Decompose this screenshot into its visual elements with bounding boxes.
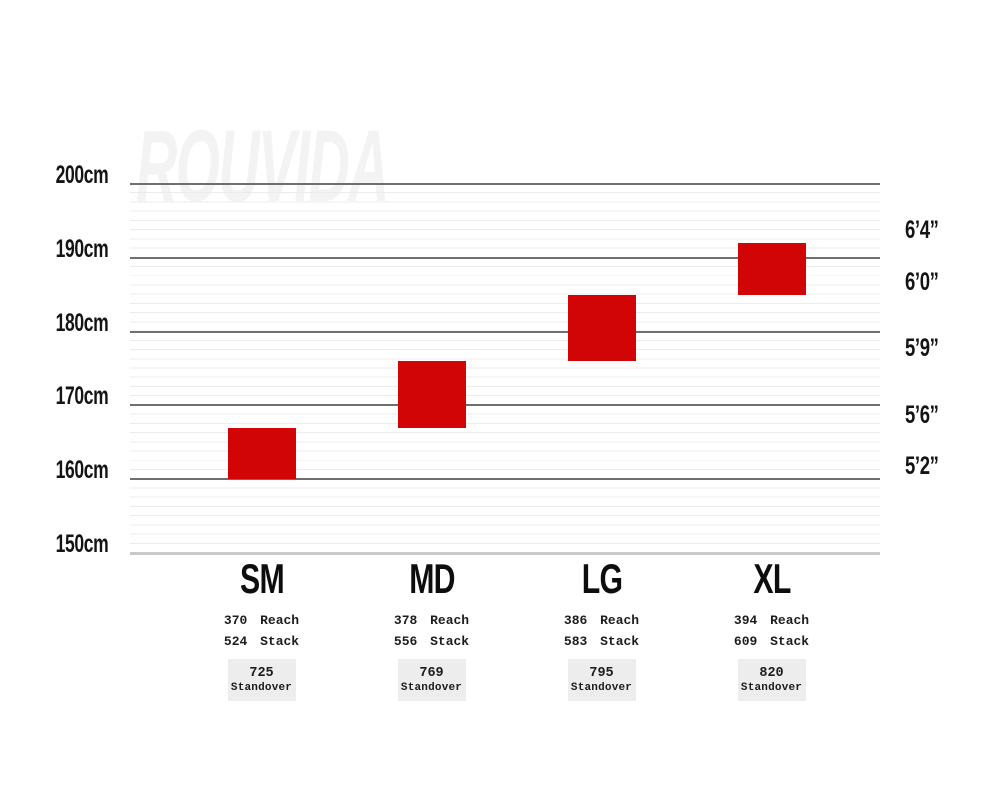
- reach-spec: 370 Reach: [223, 613, 300, 628]
- standover-value: 820: [759, 665, 784, 681]
- fit-bar-md: [397, 361, 466, 428]
- size-title: SM: [239, 555, 285, 602]
- size-title: MD: [408, 555, 455, 602]
- right-tick-label-2: 6’0”: [905, 267, 939, 296]
- reach-spec: 394 Reach: [733, 613, 810, 628]
- size-column-md: MD 378 Reach 556 Stack 769 Standover: [347, 555, 517, 701]
- gridline-150cm: [130, 552, 880, 555]
- tick-label-160cm: 160cm: [55, 456, 108, 485]
- stack-spec: 609 Stack: [733, 634, 810, 649]
- gridline-160cm: [130, 478, 880, 481]
- tick-label-150cm: 150cm: [55, 530, 108, 558]
- right-tick-label-1: 6’4”: [905, 216, 939, 245]
- reach-spec: 378 Reach: [393, 613, 470, 628]
- right-tick-label-5: 5’2”: [905, 452, 939, 481]
- size-column-xl: XL 394 Reach 609 Stack 820 Standover: [687, 555, 857, 701]
- gridline-200cm: [130, 183, 880, 185]
- gridline-170cm: [130, 404, 880, 407]
- size-column-lg: LG 386 Reach 583 Stack 795 Standover: [517, 555, 687, 701]
- gridline-180cm: [130, 330, 880, 333]
- standover-caption: Standover: [740, 681, 803, 694]
- size-title: LG: [581, 555, 622, 602]
- fit-bar-sm: [227, 427, 296, 480]
- chart-plot-area: [130, 184, 880, 553]
- fit-bar-xl: [737, 243, 806, 295]
- right-tick-label-3: 5’9”: [905, 334, 939, 363]
- right-tick-label-4: 5’6”: [905, 400, 939, 429]
- standover-caption: Standover: [570, 681, 633, 694]
- tick-label-170cm: 170cm: [55, 382, 108, 411]
- stack-spec: 556 Stack: [393, 634, 470, 649]
- standover-value: 725: [249, 665, 274, 681]
- standover-caption: Standover: [230, 681, 293, 694]
- standover-box: 820 Standover: [737, 659, 806, 701]
- reach-spec: 386 Reach: [563, 613, 640, 628]
- standover-box: 769 Standover: [397, 659, 466, 701]
- size-title: XL: [752, 555, 791, 602]
- fit-bar-lg: [567, 294, 636, 362]
- standover-box: 795 Standover: [567, 659, 636, 701]
- tick-label-180cm: 180cm: [55, 308, 108, 337]
- standover-caption: Standover: [400, 681, 463, 694]
- standover-box: 725 Standover: [227, 659, 296, 701]
- size-column-sm: SM 370 Reach 524 Stack 725 Standover: [177, 555, 347, 701]
- standover-value: 795: [589, 665, 614, 681]
- stack-spec: 583 Stack: [563, 634, 640, 649]
- tick-label-190cm: 190cm: [55, 234, 108, 263]
- stack-spec: 524 Stack: [223, 634, 300, 649]
- standover-value: 769: [419, 665, 444, 681]
- gridline-190cm: [130, 256, 880, 259]
- tick-label-200cm: 200cm: [55, 161, 108, 189]
